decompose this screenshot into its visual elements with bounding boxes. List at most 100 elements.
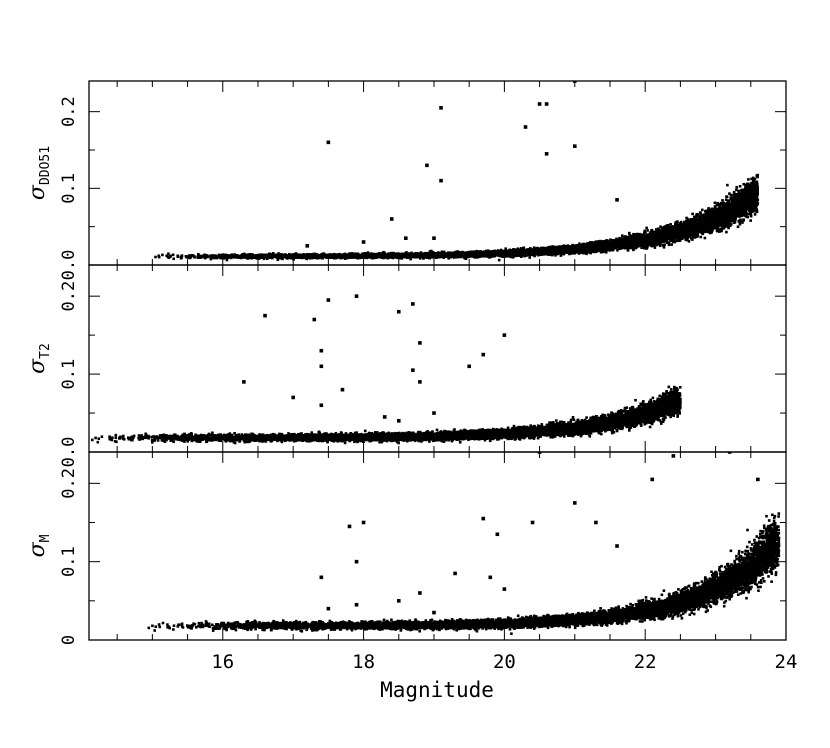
data-point xyxy=(209,256,212,259)
data-point xyxy=(371,252,374,256)
data-point xyxy=(594,250,597,254)
data-point xyxy=(728,192,731,195)
data-point xyxy=(578,242,581,245)
data-point xyxy=(165,254,168,258)
data-point xyxy=(755,180,759,184)
data-point xyxy=(738,222,742,226)
data-point xyxy=(632,247,635,250)
data-point xyxy=(616,249,619,252)
data-point xyxy=(741,221,744,224)
data-point xyxy=(725,230,728,234)
data-point xyxy=(645,226,648,230)
data-point xyxy=(504,247,507,250)
data-point xyxy=(568,252,571,256)
data-point xyxy=(735,188,738,192)
data-point xyxy=(224,253,227,257)
data-point xyxy=(718,230,721,233)
data-point xyxy=(727,226,730,230)
data-point xyxy=(720,229,723,233)
data-point xyxy=(621,234,624,237)
data-point xyxy=(276,258,280,262)
data-point xyxy=(690,233,694,237)
data-point xyxy=(662,246,666,249)
data-point xyxy=(715,226,719,229)
data-point xyxy=(686,237,689,240)
data-point xyxy=(699,235,703,239)
data-point xyxy=(475,256,479,259)
data-point xyxy=(698,211,702,214)
data-point xyxy=(722,219,726,223)
data-point xyxy=(733,220,737,224)
data-point xyxy=(703,236,707,240)
data-point xyxy=(724,206,728,209)
data-point xyxy=(751,178,755,182)
data-point xyxy=(185,255,188,259)
data-point xyxy=(719,227,723,231)
data-point xyxy=(677,238,680,242)
data-point xyxy=(741,192,744,196)
data-point xyxy=(167,252,170,255)
data-point xyxy=(679,220,683,224)
data-point xyxy=(693,236,697,239)
data-point xyxy=(735,185,738,189)
data-point xyxy=(734,216,737,219)
data-point xyxy=(309,253,312,256)
data-point xyxy=(638,232,642,236)
data-point xyxy=(698,230,701,234)
data-point xyxy=(154,255,157,259)
data-point xyxy=(653,246,657,249)
data-point xyxy=(737,189,740,193)
data-point xyxy=(512,248,515,251)
data-point xyxy=(746,215,749,219)
data-point xyxy=(669,223,672,226)
data-point xyxy=(409,257,412,261)
data-point xyxy=(670,237,674,240)
data-point xyxy=(707,208,710,212)
data-point xyxy=(659,225,662,228)
data-point xyxy=(667,241,671,244)
data-point xyxy=(650,228,654,232)
data-point xyxy=(203,256,207,260)
data-point xyxy=(487,249,490,252)
data-point xyxy=(753,213,757,216)
data-point xyxy=(687,221,691,224)
data-point xyxy=(428,250,432,253)
data-point xyxy=(187,256,190,259)
data-point xyxy=(752,209,756,213)
data-point xyxy=(628,231,631,235)
data-point xyxy=(747,212,751,216)
data-point xyxy=(663,243,666,246)
data-point xyxy=(713,201,717,205)
data-point xyxy=(751,176,755,180)
data-point xyxy=(738,185,742,188)
data-point xyxy=(679,234,683,237)
data-point xyxy=(621,237,624,240)
data-point xyxy=(701,208,704,212)
data-point xyxy=(706,230,710,234)
data-point xyxy=(756,173,759,177)
data-point xyxy=(284,253,287,256)
scatter-points xyxy=(154,81,760,262)
data-point xyxy=(636,232,639,236)
data-point xyxy=(668,225,671,229)
data-point xyxy=(225,258,229,262)
data-point xyxy=(749,212,752,216)
data-point xyxy=(199,254,203,258)
data-point xyxy=(716,201,719,205)
data-point xyxy=(724,198,728,201)
data-point xyxy=(744,215,748,218)
data-point xyxy=(725,195,729,199)
data-point xyxy=(559,254,563,257)
data-point xyxy=(685,216,688,220)
data-point xyxy=(643,229,646,233)
data-point xyxy=(742,206,745,209)
data-point xyxy=(366,251,370,254)
data-point xyxy=(605,248,609,252)
data-point xyxy=(217,253,221,257)
data-point xyxy=(508,248,512,252)
data-point xyxy=(667,243,671,247)
data-point xyxy=(208,254,212,258)
